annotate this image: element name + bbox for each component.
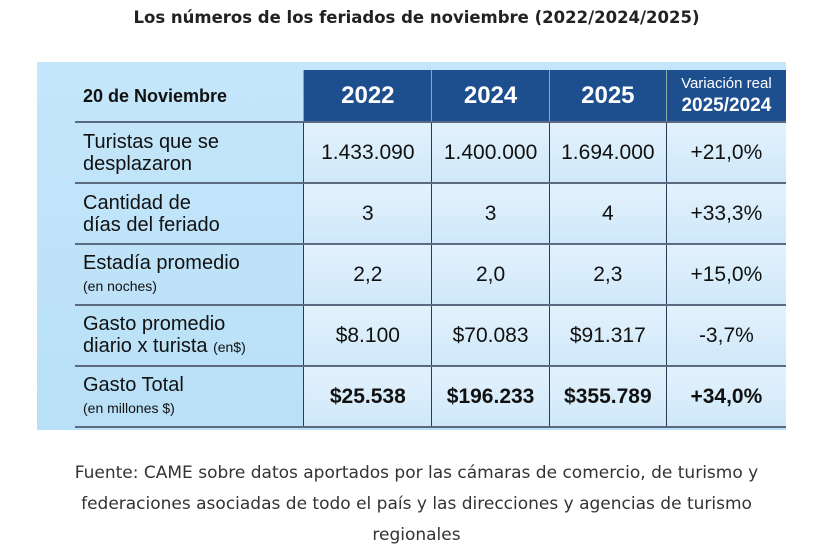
table-cell: $70.083 (431, 305, 550, 367)
table-cell: +15,0% (665, 244, 786, 306)
table-cell: 1.694.000 (548, 122, 667, 184)
row-label: Cantidad de días del feriado (75, 183, 304, 245)
row-label-line1: Gasto promedio (83, 313, 226, 335)
row-label-line1: Gasto Total (83, 374, 184, 396)
table-header-row: 20 de Noviembre 2022 2024 2025 Variación… (75, 70, 786, 123)
table-cell: $196.233 (431, 366, 550, 428)
corner-label: 20 de Noviembre (75, 70, 304, 123)
row-label-line1: Turistas que se (83, 130, 219, 153)
source-note: Fuente: CAME sobre datos aportados por l… (0, 458, 833, 551)
table-row: Gasto promedio diario x turista (en$) $8.1… (75, 305, 786, 367)
holiday-stats-table: 20 de Noviembre 2022 2024 2025 Variación… (75, 70, 786, 428)
table-cell: +34,0% (665, 366, 786, 428)
table-row: Turistas que se desplazaron 1.433.090 1.400… (75, 122, 786, 184)
table-cell: -3,7% (665, 305, 786, 367)
variation-header-line1: Variación real (681, 75, 772, 92)
table-cell: 2,2 (303, 244, 432, 306)
table-cell: 3 (303, 183, 432, 245)
source-line: Fuente: CAME sobre datos aportados por l… (74, 463, 759, 483)
source-line: regionales (372, 525, 461, 545)
variation-header: Variación real 2025/2024 (665, 70, 786, 123)
table-cell: $355.789 (548, 366, 667, 428)
variation-header-line2: 2025/2024 (681, 95, 772, 116)
page-title: Los números de los feriados de noviembre… (133, 8, 700, 27)
row-label: Estadía promedio (en noches) (75, 244, 304, 306)
table-cell: +21,0% (665, 122, 786, 184)
table-cell: 2,0 (431, 244, 550, 306)
table-cell: 4 (548, 183, 667, 245)
row-label-unit: (en$) (213, 339, 246, 355)
column-header: 2024 (431, 70, 550, 123)
table-cell: $91.317 (548, 305, 667, 367)
row-label: Gasto promedio diario x turista (en$) (75, 305, 304, 367)
row-label: Turistas que se desplazaron (75, 122, 304, 184)
table-cell: 3 (431, 183, 550, 245)
row-label: Gasto Total (en millones $) (75, 366, 304, 428)
source-line: federaciones asociadas de todo el país y… (81, 494, 752, 514)
row-label-line2: días del feriado (83, 213, 220, 236)
table-cell: 1.433.090 (303, 122, 432, 184)
table-row: Gasto Total (en millones $) $25.538 $196.2… (75, 366, 786, 428)
row-label-line2: diario x turista (83, 335, 208, 357)
column-header: 2022 (303, 70, 432, 123)
row-label-line1: Estadía promedio (83, 252, 240, 274)
table-cell: +33,3% (665, 183, 786, 245)
row-label-unit: (en noches) (83, 278, 157, 294)
row-label-unit: (en millones $) (83, 400, 175, 416)
row-label-line2: desplazaron (83, 152, 192, 175)
table-cell: 1.400.000 (431, 122, 550, 184)
column-header: 2025 (548, 70, 667, 123)
row-label-line1: Cantidad de (83, 191, 191, 214)
table-cell: $8.100 (303, 305, 432, 367)
table-row: Cantidad de días del feriado 3 3 4 +33,3% (75, 183, 786, 245)
table-image: 20 de Noviembre 2022 2024 2025 Variación… (37, 62, 786, 430)
table-cell: 2,3 (548, 244, 667, 306)
table-cell: $25.538 (303, 366, 432, 428)
table-row: Estadía promedio (en noches) 2,2 2,0 2,3 +15… (75, 244, 786, 306)
